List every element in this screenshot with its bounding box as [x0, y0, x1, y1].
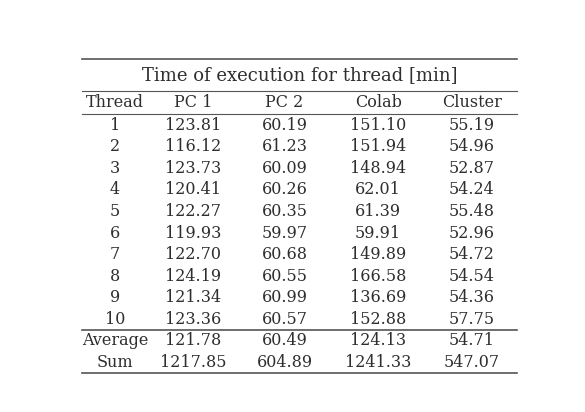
Text: 9: 9 — [110, 289, 120, 307]
Text: 62.01: 62.01 — [355, 181, 401, 199]
Text: 60.19: 60.19 — [261, 117, 308, 134]
Text: 1217.85: 1217.85 — [160, 354, 226, 371]
Text: 6: 6 — [110, 225, 120, 241]
Text: 151.94: 151.94 — [350, 138, 406, 155]
Text: 59.97: 59.97 — [261, 225, 308, 241]
Text: 122.27: 122.27 — [165, 203, 221, 220]
Text: Time of execution for thread [min]: Time of execution for thread [min] — [142, 66, 457, 84]
Text: 54.96: 54.96 — [449, 138, 495, 155]
Text: 52.87: 52.87 — [449, 160, 495, 177]
Text: 60.57: 60.57 — [261, 311, 308, 328]
Text: Colab: Colab — [355, 94, 401, 111]
Text: Sum: Sum — [97, 354, 133, 371]
Text: 54.72: 54.72 — [449, 246, 495, 263]
Text: 61.39: 61.39 — [355, 203, 401, 220]
Text: 148.94: 148.94 — [350, 160, 406, 177]
Text: PC 1: PC 1 — [174, 94, 212, 111]
Text: 59.91: 59.91 — [355, 225, 401, 241]
Text: 60.55: 60.55 — [261, 268, 308, 285]
Text: 60.68: 60.68 — [261, 246, 308, 263]
Text: 604.89: 604.89 — [256, 354, 312, 371]
Text: 60.99: 60.99 — [261, 289, 308, 307]
Text: 121.34: 121.34 — [165, 289, 221, 307]
Text: PC 2: PC 2 — [266, 94, 304, 111]
Text: 120.41: 120.41 — [165, 181, 221, 199]
Text: Thread: Thread — [86, 94, 144, 111]
Text: 136.69: 136.69 — [350, 289, 407, 307]
Text: 54.71: 54.71 — [449, 332, 495, 349]
Text: 8: 8 — [110, 268, 120, 285]
Text: 1: 1 — [110, 117, 120, 134]
Text: 123.81: 123.81 — [165, 117, 221, 134]
Text: 124.13: 124.13 — [350, 332, 406, 349]
Text: 7: 7 — [110, 246, 120, 263]
Text: Cluster: Cluster — [442, 94, 502, 111]
Text: 547.07: 547.07 — [443, 354, 500, 371]
Text: 116.12: 116.12 — [165, 138, 221, 155]
Text: 122.70: 122.70 — [165, 246, 221, 263]
Text: 60.09: 60.09 — [261, 160, 308, 177]
Text: 60.35: 60.35 — [261, 203, 308, 220]
Text: 123.73: 123.73 — [165, 160, 221, 177]
Text: 4: 4 — [110, 181, 120, 199]
Text: 54.36: 54.36 — [449, 289, 495, 307]
Text: 123.36: 123.36 — [165, 311, 221, 328]
Text: 57.75: 57.75 — [449, 311, 495, 328]
Text: 60.26: 60.26 — [261, 181, 308, 199]
Text: 124.19: 124.19 — [165, 268, 221, 285]
Text: 119.93: 119.93 — [165, 225, 221, 241]
Text: 55.48: 55.48 — [449, 203, 495, 220]
Text: 54.54: 54.54 — [449, 268, 495, 285]
Text: 121.78: 121.78 — [165, 332, 221, 349]
Text: 60.49: 60.49 — [261, 332, 308, 349]
Text: 5: 5 — [110, 203, 120, 220]
Text: Average: Average — [82, 332, 148, 349]
Text: 10: 10 — [105, 311, 125, 328]
Text: 1241.33: 1241.33 — [345, 354, 411, 371]
Text: 152.88: 152.88 — [350, 311, 406, 328]
Text: 151.10: 151.10 — [350, 117, 406, 134]
Text: 2: 2 — [110, 138, 120, 155]
Text: 3: 3 — [110, 160, 120, 177]
Text: 149.89: 149.89 — [350, 246, 406, 263]
Text: 52.96: 52.96 — [449, 225, 495, 241]
Text: 61.23: 61.23 — [261, 138, 308, 155]
Text: 166.58: 166.58 — [350, 268, 407, 285]
Text: 55.19: 55.19 — [449, 117, 495, 134]
Text: 54.24: 54.24 — [449, 181, 494, 199]
